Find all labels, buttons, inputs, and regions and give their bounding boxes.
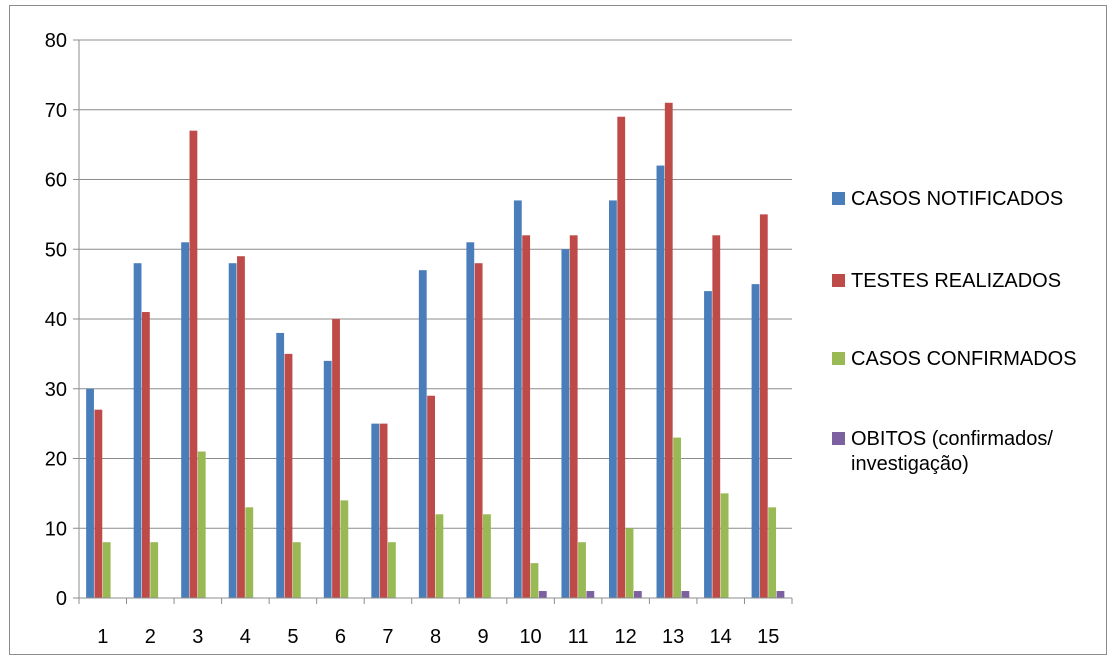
x-tick-label-13: 13 [662, 626, 684, 648]
x-tick-label-10: 10 [519, 626, 541, 648]
bar-series-0-cat-2 [133, 263, 142, 598]
bar-series-0-cat-8 [418, 270, 427, 598]
bar-series-1-cat-7 [379, 423, 388, 598]
legend-swatch-testes-realizados [832, 274, 845, 287]
bar-series-3-cat-12 [633, 591, 642, 598]
x-tick-label-6: 6 [335, 626, 346, 648]
y-tick-label: 20 [45, 449, 67, 471]
bar-series-1-cat-4 [237, 256, 245, 598]
legend-label-obitos: OBITOS (confirmados/ investigação) [851, 428, 1053, 475]
bar-series-2-cat-10 [530, 563, 539, 598]
legend-label-testes-realizados: TESTES REALIZADOS [851, 270, 1062, 292]
bar-series-0-cat-4 [228, 263, 237, 598]
bar-series-0-cat-1 [86, 388, 94, 598]
x-tick-label-8: 8 [430, 626, 441, 648]
y-tick-label: 60 [45, 170, 67, 192]
bar-series-0-cat-11 [561, 249, 570, 598]
bar-series-0-cat-3 [181, 242, 190, 598]
bar-series-3-cat-15 [776, 591, 785, 598]
legend-item-casos-notificados: CASOS NOTIFICADOS [832, 187, 1063, 212]
legend-swatch-casos-confirmados [832, 352, 845, 365]
y-tick-label: 40 [45, 309, 67, 331]
bar-series-1-cat-5 [284, 353, 293, 598]
bar-series-0-cat-15 [751, 284, 760, 598]
bar-series-2-cat-7 [387, 542, 396, 598]
bar-series-0-cat-5 [276, 332, 285, 598]
legend-item-casos-confirmados: CASOS CONFIRMADOS [832, 347, 1077, 372]
bar-series-2-cat-1 [102, 542, 111, 598]
legend-item-testes-realizados: TESTES REALIZADOS [832, 269, 1061, 294]
bar-series-0-cat-7 [371, 423, 380, 598]
bar-series-1-cat-14 [712, 235, 721, 599]
bar-series-0-cat-10 [513, 200, 522, 599]
bar-series-0-cat-6 [323, 360, 332, 598]
bar-series-2-cat-9 [483, 514, 491, 598]
bar-series-1-cat-9 [474, 263, 483, 598]
bar-series-1-cat-6 [332, 319, 340, 598]
legend-item-obitos: OBITOS (confirmados/ investigação) [832, 427, 1091, 477]
bar-series-2-cat-2 [150, 542, 159, 598]
y-tick-label: 10 [45, 518, 67, 540]
bar-series-2-cat-5 [292, 542, 301, 598]
bar-series-3-cat-13 [681, 591, 690, 598]
bar-series-1-cat-13 [664, 102, 673, 599]
bar-series-2-cat-14 [720, 493, 729, 598]
bar-series-0-cat-13 [656, 165, 665, 599]
y-tick-label: 50 [45, 239, 67, 261]
bar-series-1-cat-1 [94, 409, 103, 598]
bar-series-1-cat-2 [141, 312, 150, 598]
bar-series-2-cat-8 [435, 514, 444, 598]
bar-series-2-cat-6 [340, 500, 349, 598]
x-tick-label-3: 3 [192, 626, 203, 648]
x-tick-label-4: 4 [240, 626, 251, 648]
bar-series-2-cat-4 [245, 507, 254, 598]
bar-series-2-cat-15 [768, 507, 777, 598]
bar-series-1-cat-3 [189, 130, 198, 599]
x-tick-label-9: 9 [477, 626, 488, 648]
bar-series-1-cat-8 [427, 395, 435, 598]
bar-series-0-cat-9 [466, 242, 475, 598]
x-tick-label-7: 7 [382, 626, 393, 648]
bar-series-2-cat-11 [578, 542, 586, 598]
y-tick-label: 0 [56, 588, 67, 610]
x-tick-label-1: 1 [97, 626, 108, 648]
bar-series-0-cat-12 [608, 200, 617, 599]
legend-label-casos-notificados: CASOS NOTIFICADOS [851, 188, 1064, 210]
bar-series-1-cat-12 [617, 116, 626, 598]
x-tick-label-11: 11 [568, 626, 589, 648]
bar-series-2-cat-12 [625, 528, 634, 598]
bar-series-2-cat-3 [197, 451, 206, 598]
y-tick-label: 70 [45, 100, 67, 122]
bar-series-3-cat-11 [586, 591, 595, 598]
x-tick-label-15: 15 [757, 626, 779, 648]
bar-series-1-cat-15 [759, 214, 768, 598]
bar-series-3-cat-10 [538, 591, 547, 598]
x-tick-label-2: 2 [145, 626, 156, 648]
bar-series-1-cat-10 [522, 235, 531, 599]
y-tick-label: 30 [45, 379, 67, 401]
bar-series-2-cat-13 [673, 437, 681, 598]
legend-label-casos-confirmados: CASOS CONFIRMADOS [851, 348, 1077, 370]
legend-swatch-obitos [832, 432, 845, 445]
x-tick-label-12: 12 [615, 626, 637, 648]
legend-swatch-casos-notificados [832, 192, 845, 205]
bar-series-0-cat-14 [704, 291, 712, 598]
y-tick-label: 80 [45, 30, 67, 52]
x-tick-label-5: 5 [287, 626, 298, 648]
bar-series-1-cat-11 [569, 235, 578, 599]
x-tick-label-14: 14 [710, 626, 732, 648]
